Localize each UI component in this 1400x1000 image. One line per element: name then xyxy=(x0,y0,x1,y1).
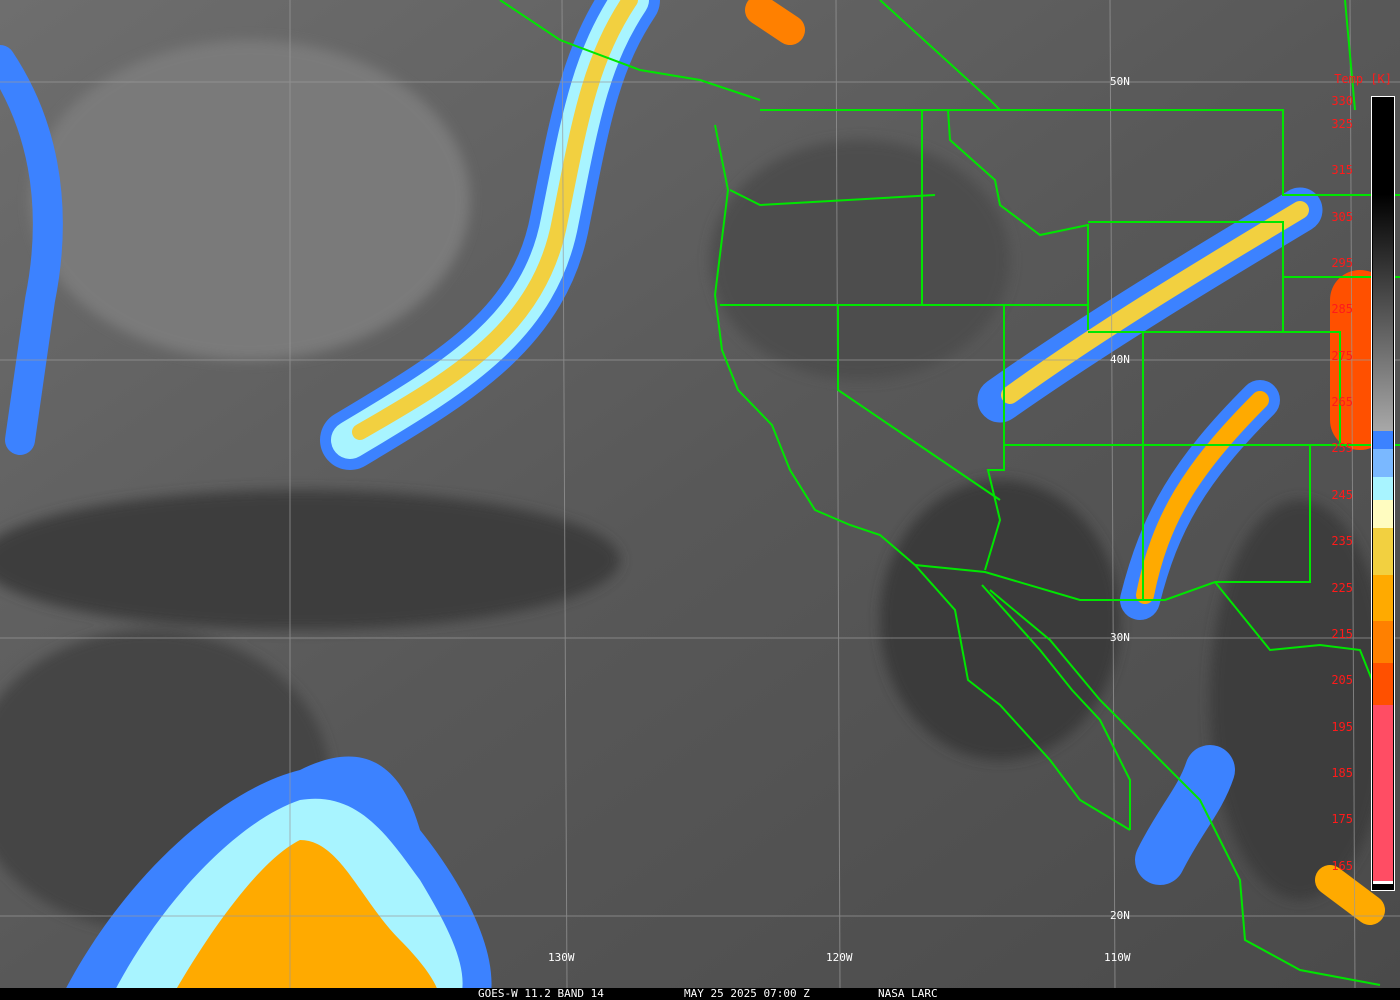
colorbar-segment xyxy=(1373,704,1393,881)
lat-label-30n: 30N xyxy=(1110,631,1130,644)
colorbar-tick-label: 225 xyxy=(1331,580,1353,595)
colorbar-tick-label: 185 xyxy=(1331,766,1353,781)
coastline-mexico xyxy=(989,589,1381,986)
colorbar-segment xyxy=(1373,449,1393,478)
lat-label-20n: 20N xyxy=(1110,909,1130,922)
lon-label-120w: 120W xyxy=(826,951,853,964)
lon-label-110w: 110W xyxy=(1104,951,1131,964)
colorbar-segment xyxy=(1373,194,1393,431)
colorbar-segment xyxy=(1373,662,1393,705)
colorbar-tick-label: 295 xyxy=(1331,255,1353,270)
colorbar-tick-label: 325 xyxy=(1331,116,1353,131)
colorbar-tick-label: 315 xyxy=(1331,163,1353,178)
colorbar-tick-label: 195 xyxy=(1331,719,1353,734)
lat-label-40n: 40N xyxy=(1110,353,1130,366)
colorbar-title: Temp [K] xyxy=(1334,72,1392,86)
colorbar-tick-label: 305 xyxy=(1331,209,1353,224)
caption-source: NASA LARC xyxy=(878,987,938,1000)
coastline-baja-west xyxy=(914,564,1131,831)
colorbar-segment xyxy=(1373,621,1393,663)
colorbar-segment xyxy=(1373,880,1393,884)
colorbar-tick-label: 245 xyxy=(1331,487,1353,502)
colorbar-tick-label: 175 xyxy=(1331,812,1353,827)
us-mexico-border xyxy=(914,564,1381,701)
temperature-colorbar xyxy=(1371,96,1395,891)
colorbar-segment xyxy=(1373,430,1393,450)
lat-label-50n: 50N xyxy=(1110,75,1130,88)
colorbar-segment xyxy=(1373,477,1393,501)
canada-border xyxy=(760,109,1400,196)
colorbar-tick-label: 255 xyxy=(1331,441,1353,456)
colorbar-tick-label: 165 xyxy=(1331,858,1353,873)
caption-product: GOES-W 11.2 BAND 14 xyxy=(478,987,604,1000)
colorbar-segment xyxy=(1373,528,1393,575)
caption-bar: GOES-W 11.2 BAND 14 MAY 25 2025 07:00 Z … xyxy=(0,988,1400,1000)
colorbar-tick-label: 330 xyxy=(1331,93,1353,108)
colorbar-tick-label: 215 xyxy=(1331,626,1353,641)
cloud-band xyxy=(0,0,1390,925)
colorbar-tick-label: 275 xyxy=(1331,348,1353,363)
colorbar-tick-label: 265 xyxy=(1331,395,1353,410)
lon-label-130w: 130W xyxy=(548,951,575,964)
cloud-mass-southwest xyxy=(60,756,492,1000)
coastline-baja-gulf xyxy=(981,584,1131,830)
colorbar-tick-label: 235 xyxy=(1331,534,1353,549)
caption-datetime: MAY 25 2025 07:00 Z xyxy=(684,987,810,1000)
political-borders xyxy=(499,0,1400,986)
colorbar-segment xyxy=(1373,97,1393,195)
colorbar-tick-label: 205 xyxy=(1331,673,1353,688)
nv-ca-border xyxy=(837,305,1001,501)
wa-or-border xyxy=(729,189,936,207)
colorbar-segment xyxy=(1373,574,1393,621)
colorbar-segment xyxy=(1373,500,1393,529)
colorbar-tick-label: 285 xyxy=(1331,302,1353,317)
coastline-us xyxy=(713,124,916,566)
colorbar-segment xyxy=(1373,883,1393,890)
